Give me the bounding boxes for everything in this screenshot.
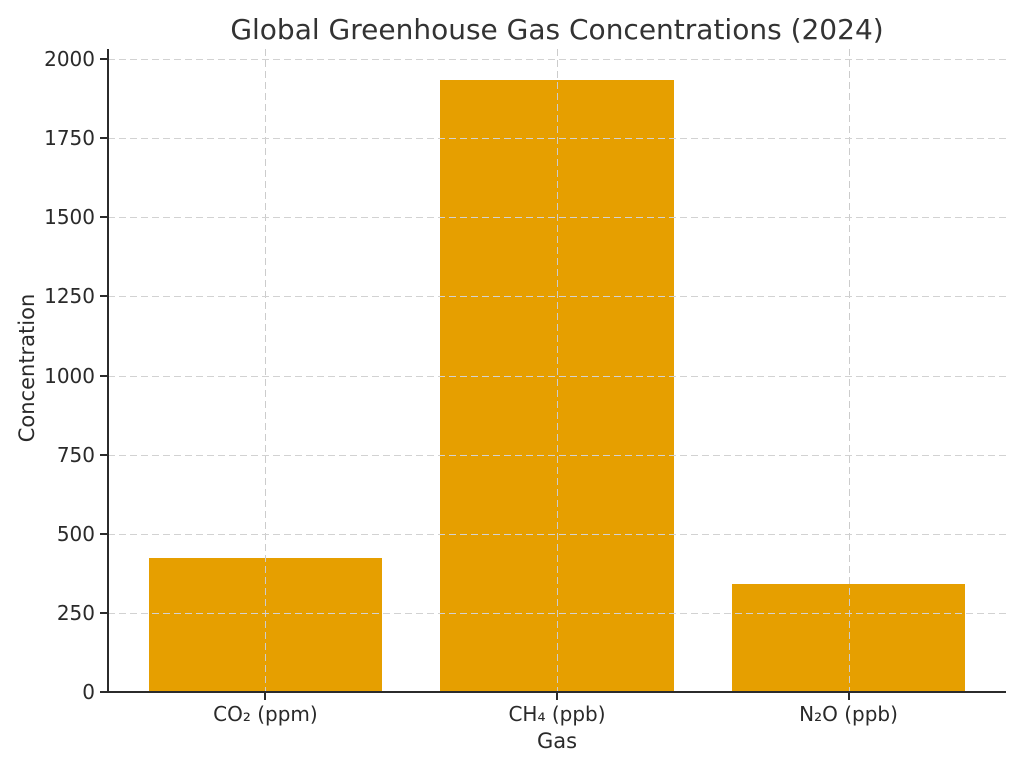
x-tick-mark [847,692,850,700]
gridline-horizontal [108,296,1006,298]
y-tick-mark [100,532,108,535]
x-tick-mark [556,692,558,700]
gridline-horizontal [108,612,1006,614]
y-tick-label: 1750 [44,126,95,151]
y-tick-mark [100,216,108,219]
gridline-horizontal [108,533,1006,535]
gridline-horizontal [108,217,1006,219]
y-tick-label: 0 [82,680,95,704]
bar [148,557,383,692]
y-tick-label: 250 [56,600,95,625]
chart-title: Global Greenhouse Gas Concentrations (20… [230,13,884,46]
y-tick-mark [100,137,108,140]
gridline-vertical [265,49,267,692]
y-tick-label: 2000 [44,47,95,72]
plot-area: 0 250 500 750 1000 1250 1500 1750 2000 CO₂ (ppm) C… [44,47,1006,726]
y-tick-mark [100,295,108,298]
bar [731,584,966,692]
y-tick-label: 1000 [44,363,95,388]
y-tick-mark [100,611,108,614]
gridline-horizontal [108,375,1006,377]
y-tick-label: 500 [56,521,95,546]
gridline-vertical [848,49,850,692]
y-tick-label: 1500 [44,205,95,230]
y-tick-mark [100,374,108,377]
y-tick-mark [100,58,108,61]
gridline-horizontal [108,138,1006,140]
y-axis-spine [107,49,109,693]
y-axis-label: Concentration [15,293,39,443]
x-axis-label: Gas [536,729,578,753]
x-tick-mark [264,692,267,700]
bar [440,79,674,692]
gridline-horizontal [108,59,1006,61]
x-tick-label: CH₄ (ppb) [508,702,606,726]
y-tick-mark [100,691,108,693]
gridline-vertical [557,49,558,692]
y-tick-mark [100,453,108,456]
x-tick-label: N₂O (ppb) [799,702,898,726]
y-tick-label: 750 [56,442,95,467]
x-tick-label: CO₂ (ppm) [213,702,318,726]
gridline-horizontal [108,454,1006,456]
y-tick-label: 1250 [44,284,95,309]
